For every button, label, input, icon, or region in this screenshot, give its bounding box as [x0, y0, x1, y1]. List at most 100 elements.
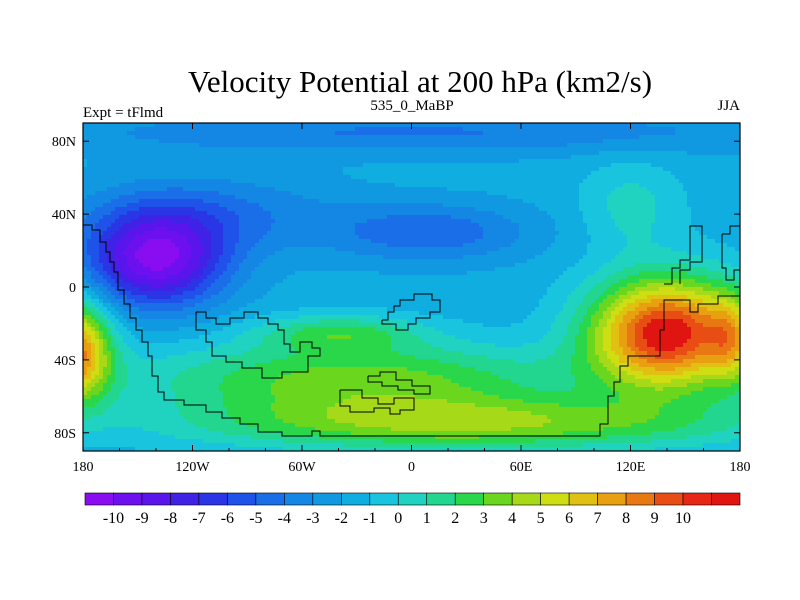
field-cell — [215, 387, 220, 392]
field-cell — [175, 439, 180, 444]
field-cell — [291, 223, 296, 228]
field-cell — [191, 151, 196, 156]
field-cell — [287, 215, 292, 220]
field-cell — [171, 311, 176, 316]
field-cell — [159, 359, 164, 364]
field-cell — [215, 395, 220, 400]
field-cell — [195, 171, 200, 176]
field-cell — [211, 363, 216, 368]
field-cell — [211, 247, 216, 252]
field-cell — [271, 423, 276, 428]
field-cell — [267, 367, 272, 372]
field-cell — [279, 171, 284, 176]
field-cell — [115, 171, 120, 176]
field-cell — [95, 395, 100, 400]
field-cell — [239, 171, 244, 176]
field-cell — [163, 139, 168, 144]
field-cell — [203, 159, 208, 164]
field-cell — [187, 143, 192, 148]
field-cell — [131, 167, 136, 172]
field-cell — [323, 319, 328, 324]
field-cell — [147, 279, 152, 284]
field-cell — [179, 355, 184, 360]
field-cell — [115, 147, 120, 152]
field-cell — [135, 191, 140, 196]
field-cell — [315, 215, 320, 220]
field-cell — [251, 323, 256, 328]
field-cell — [187, 179, 192, 184]
field-cell — [127, 207, 132, 212]
field-cell — [171, 239, 176, 244]
field-cell — [227, 199, 232, 204]
field-cell — [151, 251, 156, 256]
field-cell — [239, 435, 244, 440]
field-cell — [219, 291, 224, 296]
field-cell — [291, 391, 296, 396]
field-cell — [211, 183, 216, 188]
field-cell — [139, 163, 144, 168]
field-cell — [175, 343, 180, 348]
field-cell — [267, 151, 272, 156]
field-cell — [155, 331, 160, 336]
field-cell — [323, 359, 328, 364]
field-cell — [211, 391, 216, 396]
field-cell — [247, 243, 252, 248]
field-cell — [199, 183, 204, 188]
field-cell — [155, 391, 160, 396]
field-cell — [315, 143, 320, 148]
field-cell — [287, 299, 292, 304]
field-cell — [219, 403, 224, 408]
field-cell — [91, 419, 96, 424]
field-cell — [95, 407, 100, 412]
field-cell — [159, 407, 164, 412]
field-cell — [247, 263, 252, 268]
field-cell — [91, 391, 96, 396]
field-cell — [243, 203, 248, 208]
field-cell — [295, 299, 300, 304]
field-cell — [203, 367, 208, 372]
field-cell — [291, 155, 296, 160]
field-cell — [275, 423, 280, 428]
field-cell — [251, 299, 256, 304]
field-cell — [95, 239, 100, 244]
field-cell — [291, 291, 296, 296]
field-cell — [223, 387, 228, 392]
field-cell — [315, 427, 320, 432]
field-cell — [103, 271, 108, 276]
field-cell — [275, 255, 280, 260]
field-cell — [91, 167, 96, 172]
field-cell — [303, 279, 308, 284]
field-cell — [115, 183, 120, 188]
field-cell — [239, 131, 244, 136]
field-cell — [191, 183, 196, 188]
field-cell — [299, 231, 304, 236]
field-cell — [275, 139, 280, 144]
field-cell — [307, 131, 312, 136]
field-cell — [227, 339, 232, 344]
field-cell — [83, 235, 88, 240]
field-cell — [219, 283, 224, 288]
field-cell — [87, 315, 92, 320]
field-cell — [259, 167, 264, 172]
field-cell — [123, 239, 128, 244]
field-cell — [263, 163, 268, 168]
field-cell — [191, 207, 196, 212]
field-cell — [119, 295, 124, 300]
field-cell — [231, 447, 236, 451]
field-cell — [107, 311, 112, 316]
field-cell — [163, 435, 168, 440]
field-cell — [291, 219, 296, 224]
field-cell — [239, 203, 244, 208]
field-cell — [223, 179, 228, 184]
field-cell — [307, 203, 312, 208]
field-cell — [171, 447, 176, 451]
field-cell — [167, 371, 172, 376]
field-cell — [259, 307, 264, 312]
field-cell — [199, 339, 204, 344]
field-cell — [319, 171, 324, 176]
field-cell — [315, 283, 320, 288]
field-cell — [143, 435, 148, 440]
field-cell — [251, 427, 256, 432]
field-cell — [267, 355, 272, 360]
field-cell — [223, 231, 228, 236]
